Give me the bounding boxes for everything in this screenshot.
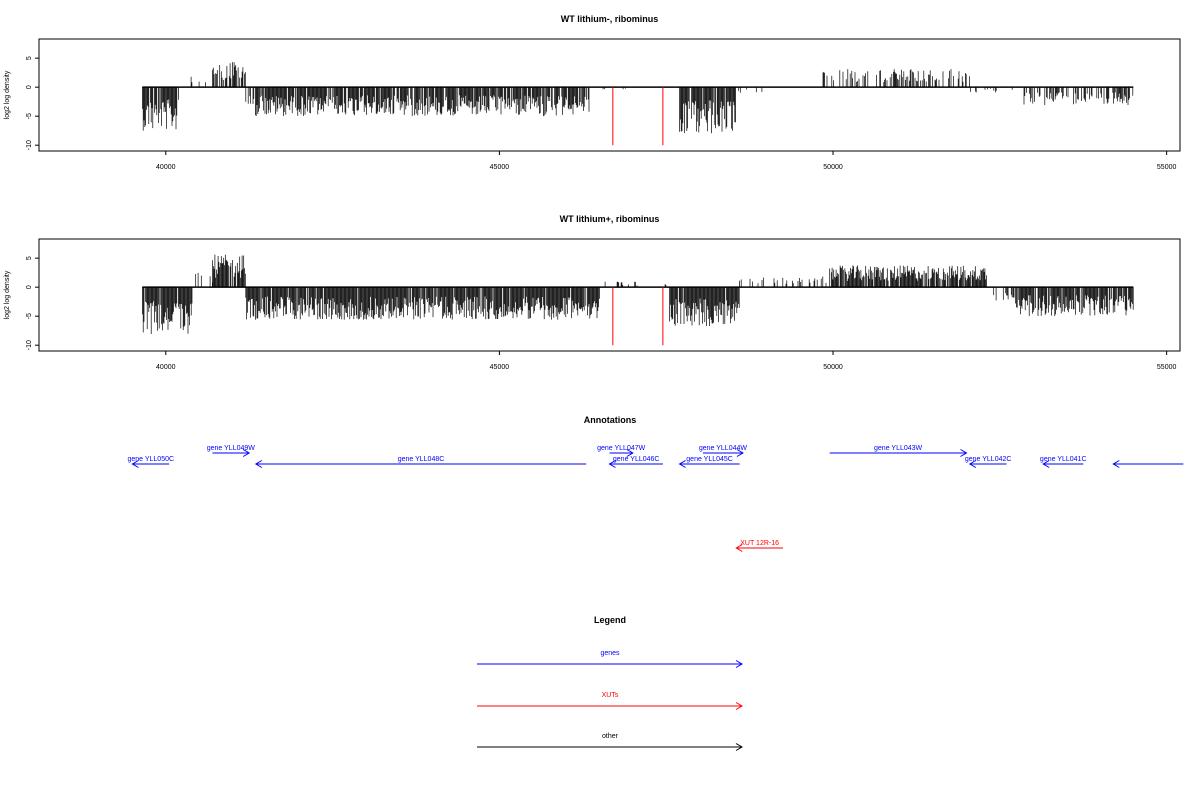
y-axis-label: log2 log density (4, 70, 11, 119)
gene-label: gene YLL046C (613, 456, 660, 463)
signal-bars (142, 254, 1134, 334)
y-tick-label: 5 (26, 256, 33, 260)
legend-label: XUTs (602, 692, 619, 699)
arrow-head (968, 460, 977, 468)
gene-label: gene YLL041C (1040, 456, 1087, 463)
gene-label: gene YLL050C (127, 456, 174, 463)
chart-panel-2: WT lithium+, ribominus log2 log density -1… (4, 214, 1181, 371)
legend-arrow-other (477, 743, 743, 751)
chart-title: WT lithium+, ribominus (560, 214, 660, 224)
arrow-head (960, 449, 968, 457)
y-axis-label: log2 log density (4, 270, 11, 319)
y-tick-label: -5 (26, 313, 33, 319)
legend-label: genes (600, 650, 620, 657)
gene-arrow (1112, 460, 1184, 468)
arrow-head (1112, 460, 1120, 468)
arrow-head (254, 460, 263, 468)
gene-arrow (968, 460, 1007, 468)
arrow-head (242, 449, 251, 457)
gene-arrow (609, 449, 634, 457)
y-tick-label: -10 (26, 340, 33, 350)
arrow-head (735, 544, 743, 552)
gene-arrow (608, 460, 663, 468)
gene-label: gene YLL049W (207, 445, 256, 452)
annotations-panel: Annotations gene YLL050C gene YLL049W gene … (127, 415, 1184, 552)
x-tick-label: 50000 (823, 164, 843, 171)
x-tick-label: 50000 (823, 364, 843, 371)
arrow-head (626, 449, 634, 457)
xut-label: XUT 12R-16 (740, 540, 779, 547)
gene-label: gene YLL048C (398, 456, 445, 463)
x-tick-label: 55000 (1157, 164, 1177, 171)
legend-arrow-genes (477, 660, 743, 668)
gene-label: gene YLL044W (699, 445, 748, 452)
y-tick-label: 5 (26, 56, 33, 60)
signal-bars (142, 62, 1134, 134)
arrow-head (608, 460, 616, 468)
arrow-head (735, 743, 743, 751)
y-tick-label: -10 (26, 140, 33, 150)
arrow-head (736, 449, 744, 457)
plot-frame (38, 238, 1181, 352)
chart-title: WT lithium-, ribominus (561, 14, 659, 24)
xut-arrow (735, 544, 783, 552)
gene-arrow (131, 460, 170, 468)
gene-arrow (1042, 460, 1084, 468)
arrow-head (735, 702, 743, 710)
x-tick-label: 55000 (1157, 364, 1177, 371)
gene-label: gene YLL043W (874, 445, 923, 452)
legend-label: other (602, 733, 619, 740)
y-tick-label: 0 (26, 85, 33, 89)
gene-arrow (702, 449, 744, 457)
chart-panel-1: WT lithium-, ribominus log2 log density -1… (4, 14, 1181, 171)
gene-label: gene YLL045C (686, 456, 733, 463)
gene-arrow (254, 460, 587, 468)
y-tick-label: -5 (26, 113, 33, 119)
gene-arrow (829, 449, 968, 457)
arrow-head (131, 460, 139, 468)
y-tick-label: 0 (26, 285, 33, 289)
arrow-head (735, 660, 743, 668)
arrow-head (678, 460, 686, 468)
x-tick-label: 45000 (490, 164, 510, 171)
gene-label: gene YLL047W (597, 445, 646, 452)
gene-arrow (212, 449, 251, 457)
arrow-head (1042, 460, 1050, 468)
x-tick-label: 40000 (156, 364, 176, 371)
legend: Legend genes XUTs other (477, 615, 743, 751)
gene-arrow (678, 460, 740, 468)
x-tick-label: 45000 (490, 364, 510, 371)
legend-arrow-XUTs (477, 702, 743, 710)
annotations-title: Annotations (584, 415, 637, 425)
gene-label: gene YLL042C (965, 456, 1012, 463)
x-tick-label: 40000 (156, 164, 176, 171)
plot-frame (38, 38, 1181, 152)
legend-title: Legend (594, 615, 626, 625)
